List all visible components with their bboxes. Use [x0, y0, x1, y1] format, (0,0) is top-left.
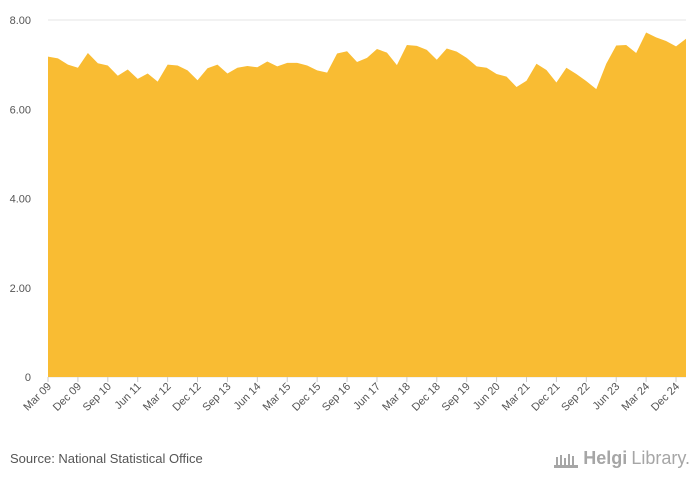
- x-tick-label: Jun 20: [471, 381, 503, 413]
- x-tick-label: Mar 12: [141, 381, 174, 414]
- y-tick-label: 6.00: [10, 104, 31, 116]
- x-tick-label: Dec 18: [410, 381, 443, 414]
- y-tick-label: 0: [25, 372, 31, 384]
- x-tick-label: Sep 13: [200, 381, 233, 414]
- x-tick-label: Sep 16: [320, 381, 353, 414]
- brand-logo: Helgi Library.: [553, 448, 690, 469]
- x-tick-label: Dec 09: [51, 381, 84, 414]
- x-tick-label: Jun 17: [351, 381, 383, 413]
- y-tick-label: 8.00: [10, 15, 31, 27]
- x-tick-label: Mar 18: [380, 381, 413, 414]
- helgi-library-icon: [554, 453, 579, 468]
- x-tick-label: Jun 14: [232, 381, 264, 413]
- x-tick-label: Mar 09: [21, 381, 54, 414]
- x-tick-label: Dec 12: [171, 381, 204, 414]
- area-series: [48, 32, 686, 377]
- x-tick-label: Dec 24: [649, 381, 682, 414]
- brand-name-regular: Library.: [631, 448, 690, 468]
- x-tick-label: Mar 24: [620, 381, 653, 414]
- x-tick-label: Sep 10: [81, 381, 114, 414]
- brand-name-bold: Helgi: [583, 448, 628, 468]
- area-layer: [48, 32, 686, 377]
- x-tick-label: Sep 19: [440, 381, 473, 414]
- x-tick-label: Sep 22: [559, 381, 592, 414]
- x-tick-label: Mar 21: [500, 381, 533, 414]
- source-note: Source: National Statistical Office: [10, 451, 203, 466]
- x-tick-label: Dec 21: [529, 381, 562, 414]
- y-tick-label: 4.00: [10, 194, 31, 206]
- x-tick-label: Jun 11: [113, 381, 144, 412]
- y-tick-label: 2.00: [10, 283, 31, 295]
- x-tick-label: Mar 15: [261, 381, 294, 414]
- x-tick-label: Jun 23: [590, 381, 622, 413]
- x-tick-label: Dec 15: [290, 381, 323, 414]
